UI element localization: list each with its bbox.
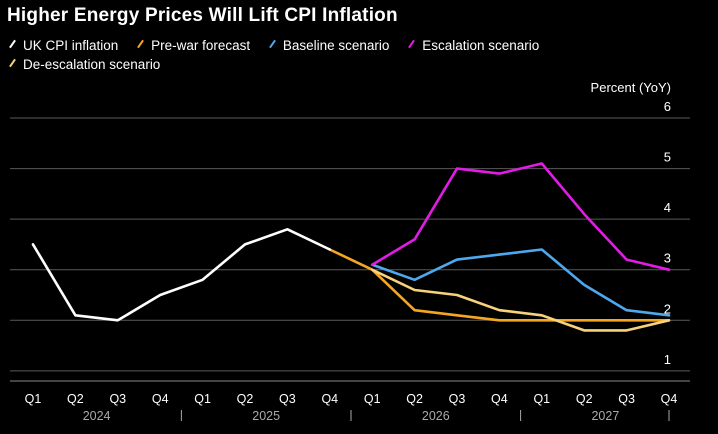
x-tick-label: Q4	[661, 392, 678, 406]
series-line-uk-cpi-inflation	[31, 228, 332, 322]
legend-item-escalation: Escalation scenario	[407, 36, 539, 55]
legend-label: Escalation scenario	[422, 38, 540, 53]
legend: UK CPI inflation Pre-war forecast Baseli…	[8, 36, 708, 74]
y-tick-label: 4	[664, 200, 671, 215]
year-label: 2025	[252, 409, 280, 423]
legend-item-de-escalation: De-escalation scenario	[8, 55, 160, 74]
x-tick-label: Q1	[364, 392, 381, 406]
x-tick-label: Q3	[618, 392, 635, 406]
y-tick-label: 2	[664, 301, 671, 316]
x-tick-label: Q4	[491, 392, 508, 406]
y-tick-label: 3	[664, 251, 671, 266]
x-tick-label: Q4	[152, 392, 169, 406]
year-label: 2026	[422, 409, 450, 423]
legend-label: UK CPI inflation	[23, 38, 119, 53]
y-axis-label: Percent (YoY)	[591, 80, 671, 95]
series-line-pre-war-forecast	[328, 248, 671, 322]
gridlines	[10, 117, 690, 372]
legend-item-uk-cpi: UK CPI inflation	[8, 36, 118, 55]
series-line-escalation-scenario	[370, 162, 671, 272]
x-tick-label: Q3	[449, 392, 466, 406]
x-tick-label: Q4	[321, 392, 338, 406]
series-line-de-escalation-scenario	[370, 268, 671, 332]
chart-title: Higher Energy Prices Will Lift CPI Infla…	[7, 5, 398, 26]
axes: 1 2 3 4 5 6 Q1 Q2 Q3 Q4 Q1 Q2 Q3 Q4 Q1 Q2 Q3 Q4 Q1 Q2 Q3 Q4 20…	[10, 99, 690, 423]
legend-label: Pre-war forecast	[151, 38, 251, 53]
y-tick-label: 5	[664, 150, 671, 165]
legend-item-pre-war: Pre-war forecast	[136, 36, 250, 55]
x-tick-label: Q2	[237, 392, 254, 406]
x-tick-label: Q1	[25, 392, 42, 406]
legend-label: De-escalation scenario	[23, 57, 161, 72]
x-tick-label: Q3	[109, 392, 126, 406]
x-tick-label: Q3	[279, 392, 296, 406]
series-lines	[31, 162, 671, 332]
legend-label: Baseline scenario	[282, 38, 390, 53]
year-label: 2024	[83, 409, 111, 423]
legend-item-baseline: Baseline scenario	[268, 36, 390, 55]
x-tick-label: Q2	[576, 392, 593, 406]
x-tick-label: Q2	[67, 392, 84, 406]
series-line-baseline-scenario	[370, 248, 671, 317]
x-tick-label: Q1	[194, 392, 211, 406]
x-tick-label: Q1	[533, 392, 550, 406]
x-tick-label: Q2	[406, 392, 423, 406]
y-tick-label: 1	[664, 352, 671, 367]
y-tick-label: 6	[664, 99, 671, 114]
year-label: 2027	[591, 409, 619, 423]
